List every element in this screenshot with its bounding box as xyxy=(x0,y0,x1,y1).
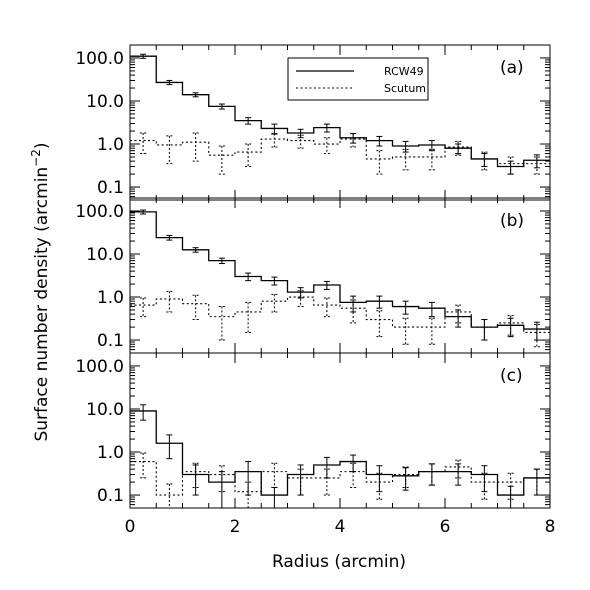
x-axis-label: Radius (arcmin) xyxy=(272,552,406,572)
legend-rcw49-label: RCW49 xyxy=(384,65,424,78)
panel-label: (b) xyxy=(500,211,524,231)
series-scutum-histogram xyxy=(130,296,550,334)
y-tick-label: 0.1 xyxy=(97,331,124,351)
x-tick-label: 6 xyxy=(440,517,451,537)
legend-scutum-label: Scutum xyxy=(384,82,426,95)
y-axis-label-superscript: −2 xyxy=(29,149,43,167)
y-tick-label: 10.0 xyxy=(86,245,124,265)
legend-box xyxy=(287,57,429,101)
panel-a: 100.0 10.0 1.0 0.1 (a) xyxy=(75,44,551,201)
y-tick-label: 1.0 xyxy=(97,443,124,463)
panel-label: (a) xyxy=(500,58,524,78)
panel-frame xyxy=(129,352,551,509)
y-tick-label: 0.1 xyxy=(97,486,124,506)
x-tick-label: 4 xyxy=(335,517,346,537)
x-tick-label: 8 xyxy=(545,517,556,537)
y-axis-label: Surface number density (arcmin−2) xyxy=(29,142,52,441)
panel-frame xyxy=(129,197,551,354)
x-tick-label: 2 xyxy=(230,517,241,537)
y-tick-label: 1.0 xyxy=(97,135,124,155)
y-tick-label: 1.0 xyxy=(97,288,124,308)
panel-b: 100.0 10.0 1.0 0.1 (b) xyxy=(75,197,551,354)
series-rcw49-histogram xyxy=(130,410,550,496)
legend: RCW49 Scutum xyxy=(287,57,429,101)
y-tick-label: 100.0 xyxy=(75,202,124,222)
y-tick-label: 100.0 xyxy=(75,49,124,69)
series-rcw49-histogram xyxy=(130,211,550,330)
panel-label: (c) xyxy=(500,366,523,386)
panel-c: 100.0 10.0 1.0 0.1 (c) xyxy=(75,352,551,509)
series-scutum-histogram xyxy=(130,138,550,165)
y-tick-label: 0.1 xyxy=(97,178,124,198)
panels-group: 100.010.01.00.1(a)100.010.01.00.1(b)100.… xyxy=(75,44,556,537)
y-tick-label: 10.0 xyxy=(86,400,124,420)
y-tick-label: 10.0 xyxy=(86,92,124,112)
y-tick-label: 100.0 xyxy=(75,357,124,377)
series-scutum-histogram xyxy=(130,461,550,496)
x-tick-label: 0 xyxy=(125,517,136,537)
